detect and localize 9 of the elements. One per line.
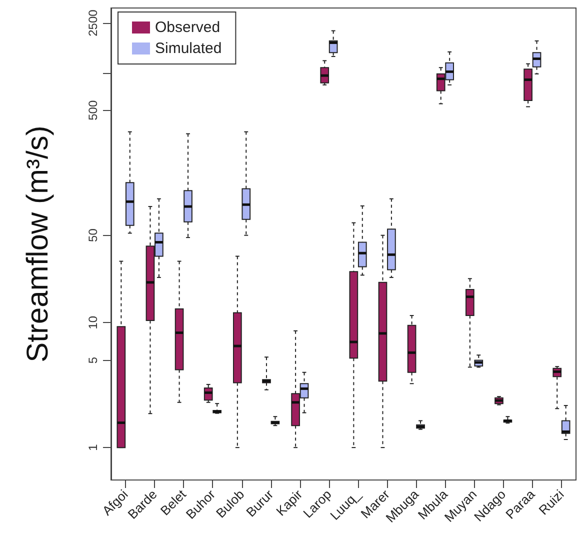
y-tick-label: 10 [86, 316, 100, 330]
y-tick-label: 5 [86, 356, 100, 364]
y-tick-label: 50 [86, 228, 100, 242]
y-axis-title: Streamflow (m³/s) [22, 126, 54, 362]
y-tick-label: 1 [86, 444, 100, 451]
y-tick-label: 500 [86, 100, 100, 120]
legend-label: Observed [155, 19, 220, 36]
y-tick-label: 2500 [86, 9, 100, 36]
legend-label: Simulated [155, 40, 222, 57]
